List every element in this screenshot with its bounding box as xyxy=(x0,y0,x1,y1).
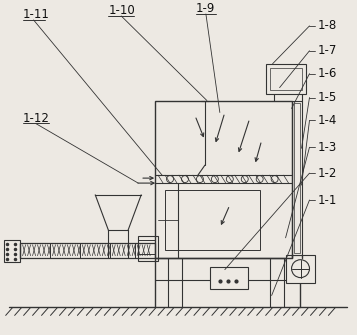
Bar xyxy=(4,240,20,262)
Text: 1-2: 1-2 xyxy=(317,166,337,180)
Bar xyxy=(292,100,302,255)
Bar xyxy=(138,236,158,261)
Text: 1-1: 1-1 xyxy=(317,194,337,206)
Text: 1-4: 1-4 xyxy=(317,114,337,127)
Bar xyxy=(293,103,300,253)
Bar xyxy=(270,68,302,89)
Text: 1-12: 1-12 xyxy=(22,112,50,125)
Text: 1-10: 1-10 xyxy=(108,4,135,17)
Text: 1-7: 1-7 xyxy=(317,44,337,57)
Text: 1-11: 1-11 xyxy=(22,8,50,21)
Text: 1-5: 1-5 xyxy=(317,91,337,104)
Text: 1-3: 1-3 xyxy=(317,141,337,154)
Bar xyxy=(155,100,292,258)
Bar xyxy=(286,255,316,283)
Text: 1-6: 1-6 xyxy=(317,67,337,80)
Bar xyxy=(266,64,306,93)
Bar xyxy=(210,267,248,288)
Bar xyxy=(19,243,155,258)
Bar xyxy=(165,190,260,250)
Text: 1-9: 1-9 xyxy=(196,2,215,15)
Text: 1-8: 1-8 xyxy=(317,19,337,32)
